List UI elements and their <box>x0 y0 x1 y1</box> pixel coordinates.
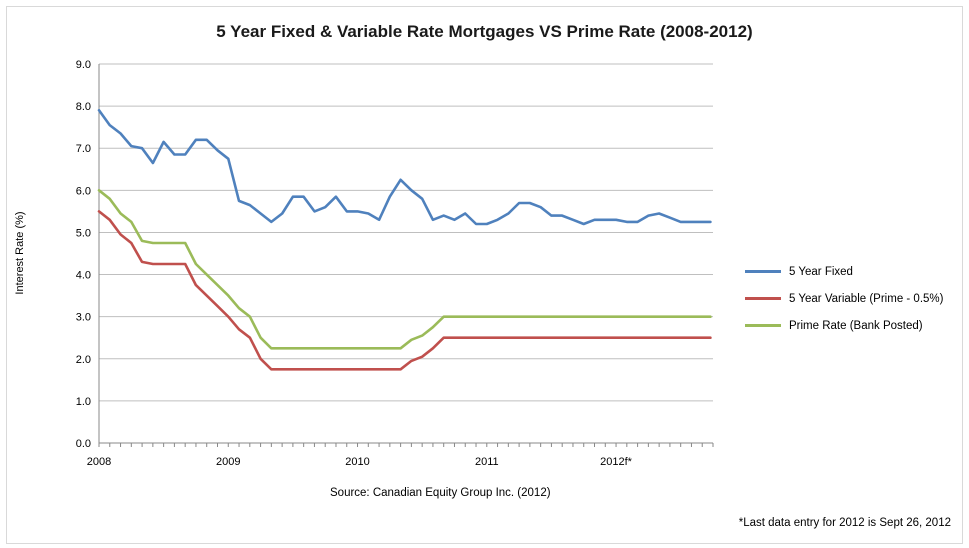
y-tick-label: 1.0 <box>76 396 91 408</box>
y-tick-label: 2.0 <box>76 354 91 366</box>
legend-swatch-variable <box>745 297 781 300</box>
source-note: Source: Canadian Equity Group Inc. (2012… <box>330 487 551 499</box>
legend-label-variable: 5 Year Variable (Prime - 0.5%) <box>789 292 944 305</box>
y-tick-label: 4.0 <box>76 270 91 282</box>
footnote: *Last data entry for 2012 is Sept 26, 20… <box>738 517 951 529</box>
y-tick-label: 7.0 <box>76 143 91 155</box>
legend-label-prime: Prime Rate (Bank Posted) <box>789 319 923 332</box>
x-tick-label: 2010 <box>345 456 369 468</box>
legend: 5 Year Fixed 5 Year Variable (Prime - 0.… <box>745 258 943 339</box>
series-line-0 <box>97 109 712 226</box>
legend-item-fixed: 5 Year Fixed <box>745 258 943 285</box>
chart-title: 5 Year Fixed & Variable Rate Mortgages V… <box>216 22 753 41</box>
legend-swatch-prime <box>745 324 781 327</box>
y-tick-label: 3.0 <box>76 312 91 324</box>
series-line-2 <box>97 189 712 350</box>
legend-item-prime: Prime Rate (Bank Posted) <box>745 312 943 339</box>
legend-label-fixed: 5 Year Fixed <box>789 265 853 278</box>
x-tick-label: 2008 <box>87 456 111 468</box>
y-tick-label: 0.0 <box>76 438 91 450</box>
x-tick-label: 2012f* <box>600 456 633 468</box>
legend-swatch-fixed <box>745 270 781 273</box>
y-tick-label: 8.0 <box>76 101 91 113</box>
x-tick-labels: 2008 2009 2010 2011 2012f* <box>87 456 633 468</box>
series-line-1 <box>97 210 712 371</box>
y-tick-labels: 0.0 1.0 2.0 3.0 4.0 5.0 6.0 7.0 8.0 9.0 <box>76 59 91 450</box>
x-tick-label: 2011 <box>475 456 499 468</box>
legend-item-variable: 5 Year Variable (Prime - 0.5%) <box>745 285 943 312</box>
series-lines <box>97 109 712 371</box>
y-tick-label: 6.0 <box>76 185 91 197</box>
y-tick-label: 9.0 <box>76 59 91 71</box>
y-tick-label: 5.0 <box>76 227 91 239</box>
x-tick-label: 2009 <box>216 456 240 468</box>
